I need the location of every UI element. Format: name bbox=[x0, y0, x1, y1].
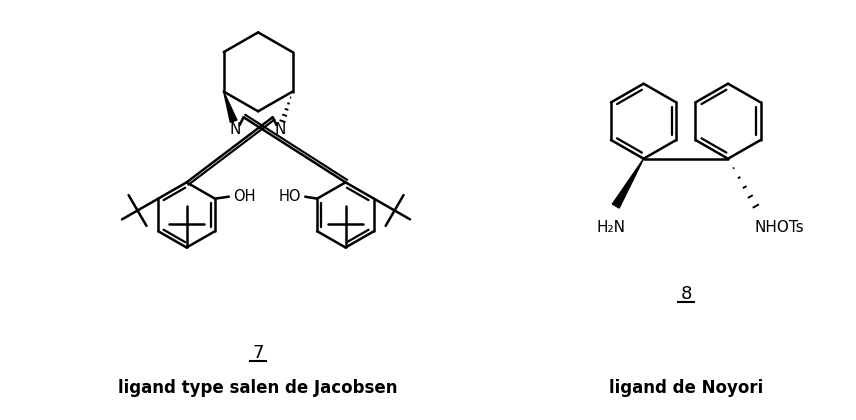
Text: NHOTs: NHOTs bbox=[755, 220, 805, 235]
Text: HO: HO bbox=[279, 189, 301, 204]
Text: 8: 8 bbox=[681, 285, 692, 303]
Text: OH: OH bbox=[233, 189, 255, 204]
Text: H₂N: H₂N bbox=[597, 220, 625, 235]
Text: N: N bbox=[230, 121, 241, 136]
Polygon shape bbox=[612, 159, 644, 208]
Text: 7: 7 bbox=[253, 344, 264, 362]
Text: N: N bbox=[275, 121, 286, 136]
Text: ligand type salen de Jacobsen: ligand type salen de Jacobsen bbox=[118, 378, 398, 396]
Text: ligand de Noyori: ligand de Noyori bbox=[609, 378, 764, 396]
Polygon shape bbox=[223, 92, 237, 122]
